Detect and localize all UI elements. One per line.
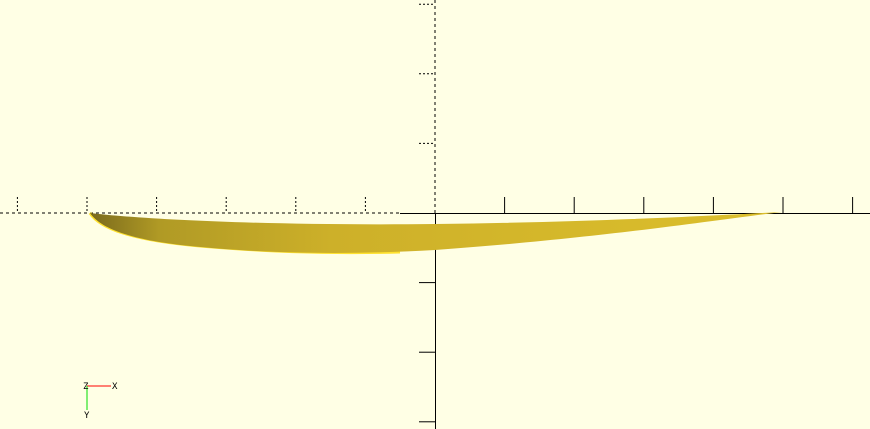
gizmo-y-label: Y xyxy=(84,411,90,421)
gizmo-z-label: Z xyxy=(83,382,89,392)
gizmo-x-label: X xyxy=(112,382,118,392)
axis-ticks xyxy=(16,3,854,423)
axis-gizmo: X Y Z xyxy=(83,382,118,421)
airfoil-model xyxy=(88,212,782,255)
airfoil-surface xyxy=(90,212,782,253)
